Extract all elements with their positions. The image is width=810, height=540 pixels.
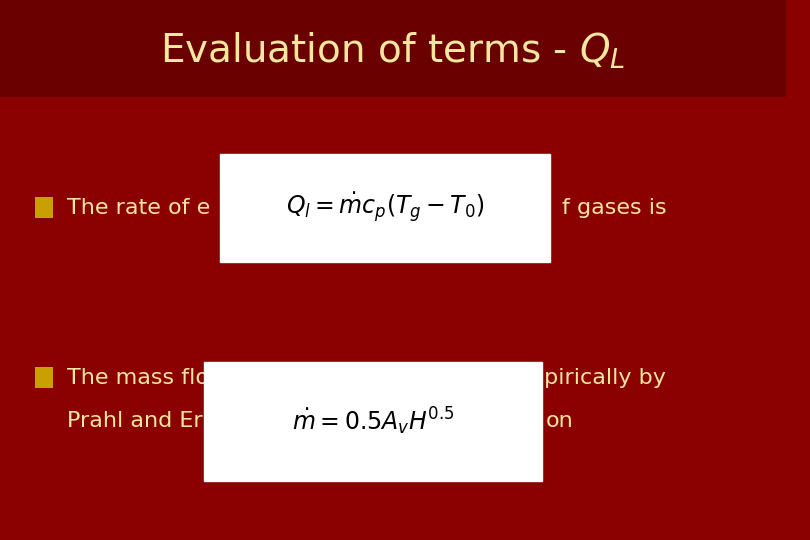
Text: The rate of e: The rate of e [66, 198, 210, 218]
FancyBboxPatch shape [220, 154, 550, 262]
Bar [36, 367, 53, 388]
Text: $Q_l = \dot{m}c_p(T_g - T_0)$: $Q_l = \dot{m}c_p(T_g - T_0)$ [286, 191, 484, 225]
Text: Evaluation of terms - $Q_L$: Evaluation of terms - $Q_L$ [160, 31, 625, 71]
Text: on: on [546, 411, 573, 431]
Text: The mass flow rate is determined semi-empirically by: The mass flow rate is determined semi-em… [66, 368, 666, 388]
Text: Prahl and Er: Prahl and Er [66, 411, 202, 431]
FancyBboxPatch shape [0, 0, 786, 97]
FancyBboxPatch shape [204, 362, 542, 481]
Text: $\dot{m} = 0.5 A_v H^{0.5}$: $\dot{m} = 0.5 A_v H^{0.5}$ [292, 406, 454, 437]
Text: f gases is: f gases is [561, 198, 667, 218]
Bar [36, 197, 53, 218]
